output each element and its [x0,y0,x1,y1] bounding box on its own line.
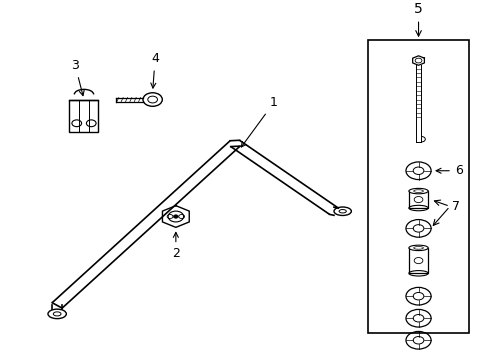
Text: 1: 1 [241,96,277,147]
Bar [367,40,468,333]
Text: 4: 4 [150,52,159,88]
Text: 2: 2 [172,233,180,260]
Text: 6: 6 [435,164,462,177]
Bar [408,191,427,208]
Bar [408,191,427,208]
Bar [69,99,98,132]
Text: 3: 3 [71,59,84,96]
Text: 7: 7 [451,200,459,213]
Bar [408,248,427,273]
Ellipse shape [408,188,427,194]
Text: 5: 5 [413,3,422,36]
Circle shape [173,215,178,218]
Bar [408,248,427,273]
Polygon shape [412,56,424,65]
Ellipse shape [408,245,427,251]
